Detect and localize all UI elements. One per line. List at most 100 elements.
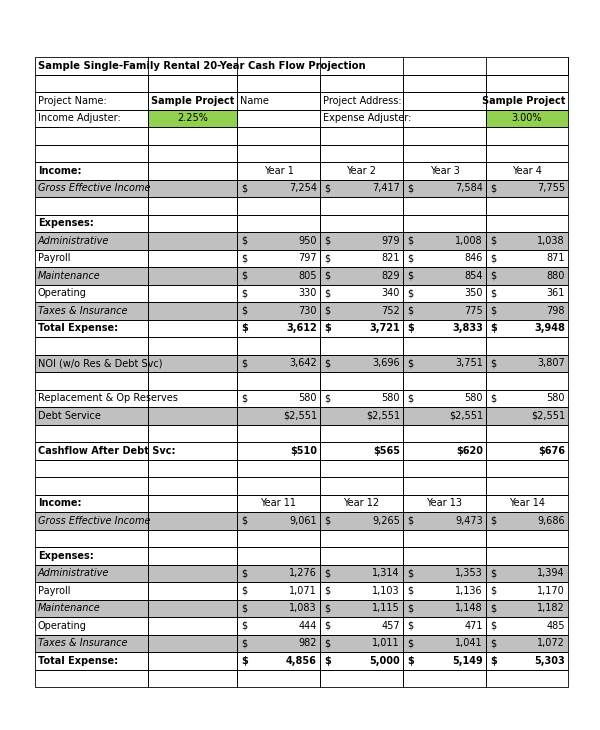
Bar xyxy=(148,372,237,390)
Text: Cashflow After Debt Svc:: Cashflow After Debt Svc: xyxy=(38,446,176,456)
Text: $: $ xyxy=(324,253,330,264)
Text: $: $ xyxy=(324,236,330,246)
Text: 1,072: 1,072 xyxy=(537,638,565,648)
Bar xyxy=(403,494,486,512)
Text: 829: 829 xyxy=(382,271,400,281)
Bar xyxy=(148,302,237,320)
Bar xyxy=(486,372,568,390)
Text: $: $ xyxy=(407,323,414,334)
Text: 1,011: 1,011 xyxy=(373,638,400,648)
Text: Gross Effective Income: Gross Effective Income xyxy=(38,516,151,526)
Bar xyxy=(35,110,148,127)
Text: $: $ xyxy=(407,271,413,281)
Bar xyxy=(148,215,237,232)
Bar xyxy=(320,425,403,442)
Bar xyxy=(486,267,568,285)
Text: 3,696: 3,696 xyxy=(373,358,400,368)
Text: Year 3: Year 3 xyxy=(430,166,460,176)
Bar xyxy=(486,459,568,477)
Text: $: $ xyxy=(407,656,414,666)
Bar xyxy=(486,512,568,529)
Text: 1,148: 1,148 xyxy=(455,603,483,613)
Bar xyxy=(35,529,148,547)
Bar xyxy=(35,145,568,162)
Text: $: $ xyxy=(490,568,496,578)
Bar xyxy=(320,267,403,285)
Bar xyxy=(35,669,148,687)
Text: 7,254: 7,254 xyxy=(289,183,317,193)
Text: 9,686: 9,686 xyxy=(538,516,565,526)
Bar xyxy=(35,267,148,285)
Bar xyxy=(237,547,320,564)
Text: 1,394: 1,394 xyxy=(538,568,565,578)
Bar xyxy=(237,110,320,127)
Text: 7,584: 7,584 xyxy=(455,183,483,193)
Bar xyxy=(320,215,403,232)
Bar xyxy=(403,442,486,459)
Bar xyxy=(148,145,237,162)
Bar xyxy=(486,564,568,582)
Bar xyxy=(237,477,320,494)
Text: 730: 730 xyxy=(299,306,317,316)
Text: Maintenance: Maintenance xyxy=(38,603,101,613)
Text: $: $ xyxy=(490,603,496,613)
Text: $: $ xyxy=(407,288,413,299)
Bar xyxy=(403,669,486,687)
Text: 979: 979 xyxy=(382,236,400,246)
Bar xyxy=(35,599,148,617)
Text: $: $ xyxy=(324,393,330,403)
Text: 1,083: 1,083 xyxy=(289,603,317,613)
Text: 580: 580 xyxy=(382,393,400,403)
Bar xyxy=(148,180,237,197)
Text: 9,473: 9,473 xyxy=(455,516,483,526)
Bar xyxy=(403,337,486,355)
Bar xyxy=(320,599,403,617)
Bar xyxy=(35,215,568,232)
Text: 3,948: 3,948 xyxy=(534,323,565,334)
Bar xyxy=(403,459,486,477)
Bar xyxy=(148,442,237,459)
Bar xyxy=(403,599,486,617)
Bar xyxy=(35,337,148,355)
Bar xyxy=(237,459,320,477)
Bar xyxy=(35,634,568,652)
Text: $: $ xyxy=(241,271,247,281)
Bar xyxy=(237,634,320,652)
Bar xyxy=(35,372,568,390)
Bar xyxy=(403,512,486,529)
Bar xyxy=(403,320,486,337)
Text: Administrative: Administrative xyxy=(38,568,109,578)
Bar xyxy=(486,92,568,110)
Text: Gross Effective Income: Gross Effective Income xyxy=(38,183,151,193)
Bar xyxy=(35,57,568,74)
Text: $: $ xyxy=(407,253,413,264)
Text: 1,314: 1,314 xyxy=(373,568,400,578)
Bar xyxy=(148,232,237,250)
Bar xyxy=(35,652,148,669)
Bar xyxy=(403,355,486,372)
Bar xyxy=(237,617,320,634)
Text: $: $ xyxy=(241,656,248,666)
Bar xyxy=(320,442,403,459)
Text: $: $ xyxy=(241,568,247,578)
Bar xyxy=(35,459,148,477)
Text: $: $ xyxy=(407,393,413,403)
Bar xyxy=(237,652,320,669)
Text: Year 2: Year 2 xyxy=(347,166,377,176)
Text: Year 12: Year 12 xyxy=(343,499,380,508)
Bar xyxy=(148,425,237,442)
Bar xyxy=(35,145,148,162)
Bar xyxy=(35,302,148,320)
Bar xyxy=(320,92,403,110)
Text: Administrative: Administrative xyxy=(38,236,109,246)
Bar xyxy=(486,215,568,232)
Text: Expenses:: Expenses: xyxy=(38,218,94,228)
Bar xyxy=(486,285,568,302)
Bar xyxy=(320,232,403,250)
Bar xyxy=(320,564,403,582)
Bar xyxy=(35,652,568,669)
Bar xyxy=(320,512,403,529)
Bar xyxy=(403,547,486,564)
Text: Expenses:: Expenses: xyxy=(38,550,94,561)
Bar xyxy=(35,477,148,494)
